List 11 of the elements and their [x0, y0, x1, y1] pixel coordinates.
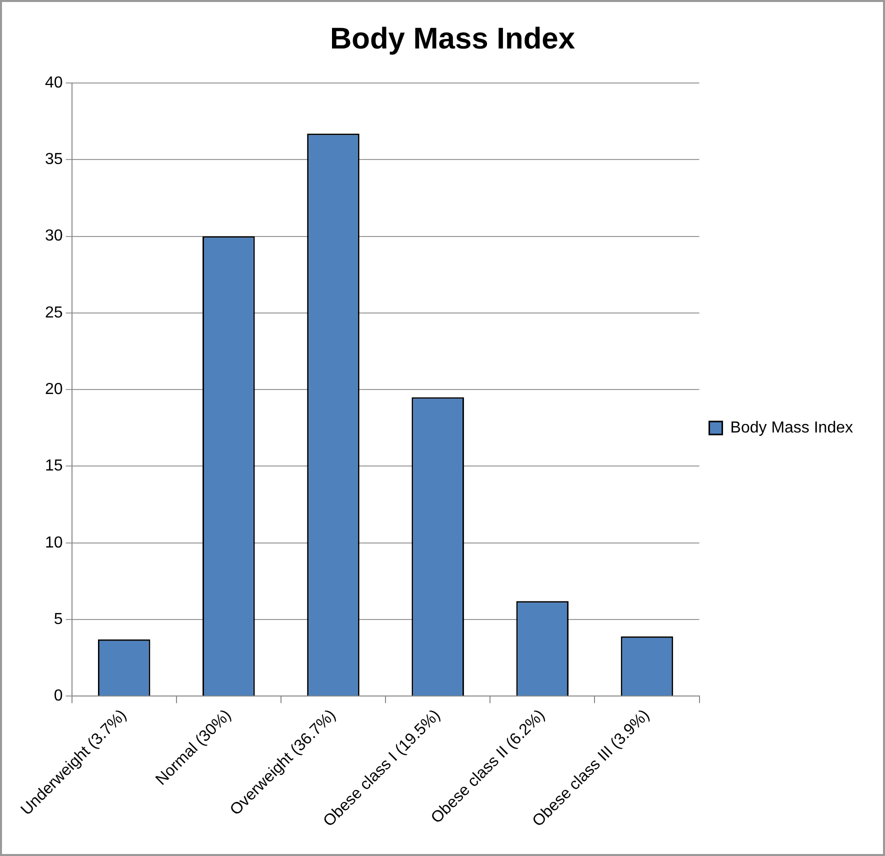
- y-tick-label: 15: [45, 458, 63, 475]
- chart-title: Body Mass Index: [330, 22, 576, 56]
- y-tick-label: 35: [45, 151, 63, 168]
- legend-label: Body Mass Index: [730, 419, 854, 436]
- y-tick-label: 0: [54, 688, 63, 705]
- y-tick-label: 20: [45, 380, 63, 398]
- y-tick-label: 40: [45, 74, 63, 92]
- y-tick-label: 10: [45, 534, 63, 552]
- y-tick-label: 25: [45, 304, 63, 322]
- y-tick-label: 5: [54, 610, 63, 628]
- y-tick-label: 30: [45, 228, 63, 245]
